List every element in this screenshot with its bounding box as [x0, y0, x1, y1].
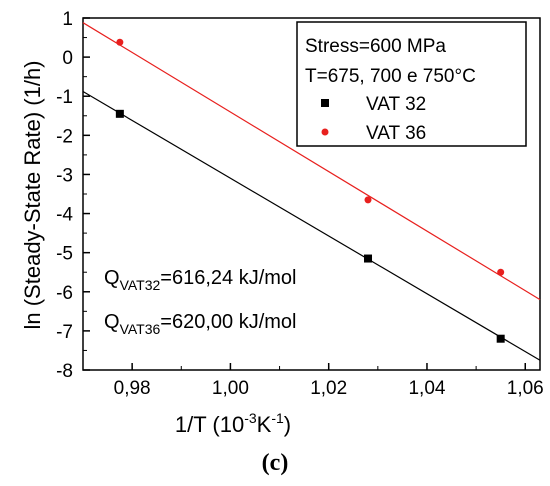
x-tick-label: 1,06 — [507, 378, 544, 399]
x-tick-label: 1,00 — [212, 378, 249, 399]
y-tick-label: -3 — [56, 165, 73, 186]
legend-box — [296, 21, 527, 147]
y-tick-label: -2 — [56, 126, 73, 147]
annotation-q-vat36-main: Q — [104, 311, 120, 333]
x-axis-label: 1/T (10-3K-1) — [175, 410, 291, 437]
annotation-q-vat32-subscript: VAT32 — [120, 277, 161, 293]
point-vat36 — [497, 268, 505, 276]
legend-label-vat36: VAT 36 — [366, 123, 426, 144]
x-axis-label-suffix: ) — [284, 412, 291, 437]
x-axis-label-unit: K — [257, 412, 272, 437]
panel-label: (c) — [262, 450, 289, 476]
y-tick-label: 1 — [62, 9, 73, 30]
legend-marker-vat36 — [321, 128, 329, 136]
x-axis-label-exp1: -3 — [244, 410, 257, 426]
legend-title-temperature: T=675, 700 e 750°C — [305, 66, 476, 87]
annotation-q-vat36-value: =620,00 kJ/mol — [160, 311, 296, 333]
y-tick-label: -5 — [56, 244, 73, 265]
annotation-q-vat32-value: =616,24 kJ/mol — [160, 267, 296, 289]
annotation-q-vat36-subscript: VAT36 — [120, 321, 161, 337]
fit-line-vat36 — [82, 22, 541, 301]
fit-line-vat32 — [82, 91, 541, 361]
y-tick-label: -4 — [56, 205, 73, 226]
legend: Stress=600 MPa T=675, 700 e 750°C VAT 32… — [296, 21, 527, 147]
fit-lines — [82, 22, 541, 361]
data-points — [115, 38, 505, 343]
legend-title-stress: Stress=600 MPa — [305, 36, 446, 57]
y-tick-label: -8 — [56, 361, 73, 382]
x-tick-label: 0,98 — [114, 378, 151, 399]
legend-marker-vat32 — [321, 99, 329, 107]
legend-label-vat32: VAT 32 — [366, 94, 426, 115]
axis-ticks: 0,98 1,00 1,02 1,04 1,06 1 0 -1 -2 -3 -4 -5 -6 -7 -8 — [56, 9, 544, 399]
annotation-q-vat32: QVAT32=616,24 kJ/mol — [104, 267, 297, 293]
x-axis-label-prefix: 1/T (10 — [175, 412, 244, 437]
annotation-q-vat32-main: Q — [104, 267, 120, 289]
y-axis-label: ln (Steady-State Rate) (1/h) — [20, 60, 45, 329]
y-tick-label: -7 — [56, 322, 73, 343]
point-vat36 — [116, 38, 124, 46]
x-axis-label-exp2: -1 — [271, 410, 284, 426]
y-tick-label: -6 — [56, 283, 73, 304]
point-vat32 — [496, 334, 505, 343]
y-tick-label: 0 — [62, 48, 73, 69]
y-tick-label: -1 — [56, 87, 73, 108]
x-tick-label: 1,04 — [408, 378, 445, 399]
x-tick-label: 1,02 — [310, 378, 347, 399]
point-vat32 — [364, 254, 373, 263]
point-vat36 — [364, 196, 372, 204]
point-vat32 — [115, 109, 124, 118]
annotation-q-vat36: QVAT36=620,00 kJ/mol — [104, 311, 297, 337]
